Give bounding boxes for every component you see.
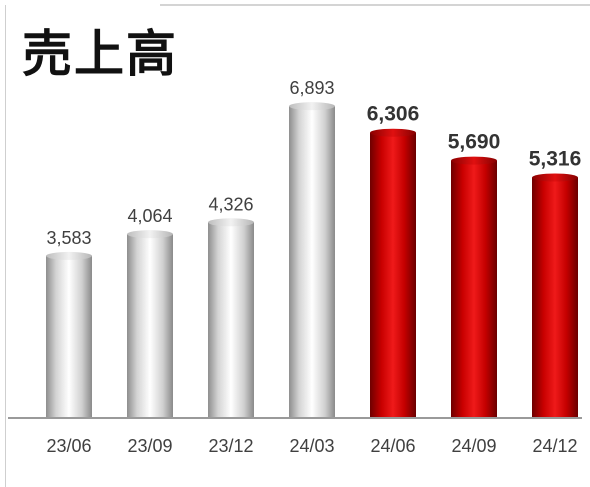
bar-24-09 — [451, 160, 497, 419]
bar-23-06 — [46, 255, 92, 418]
chart-frame — [5, 5, 589, 487]
labels-layer: 3,583 23/06 4,064 23/09 4,326 23/12 6,893 24/03… — [46, 78, 581, 456]
value-label: 5,690 — [448, 131, 501, 154]
bar-23-12 — [208, 222, 254, 418]
value-label: 6,306 — [367, 103, 420, 126]
bar-cap-24-12 — [532, 173, 578, 182]
top-rule — [160, 4, 590, 6]
category-label: 24/09 — [451, 436, 496, 456]
bar-24-03 — [289, 106, 335, 418]
category-label: 23/09 — [127, 436, 172, 456]
bar-cap-23-09 — [127, 230, 173, 239]
bar-cap-24-09 — [451, 156, 497, 165]
category-label: 23/06 — [46, 436, 91, 456]
chart-title: 売上高 — [22, 25, 178, 83]
category-label: 24/06 — [370, 436, 415, 456]
value-label: 4,326 — [208, 194, 253, 214]
category-label: 24/03 — [289, 436, 334, 456]
bar-23-09 — [127, 234, 173, 418]
bar-cap-23-12 — [208, 218, 254, 227]
bar-cap-23-06 — [46, 251, 92, 260]
category-label: 23/12 — [208, 436, 253, 456]
bar-cap-24-03 — [289, 102, 335, 111]
value-label: 5,316 — [529, 147, 582, 170]
value-label: 4,064 — [127, 206, 172, 226]
bars-layer — [46, 102, 578, 419]
bar-24-12 — [532, 177, 578, 418]
category-label: 24/12 — [532, 436, 577, 456]
bar-24-06 — [370, 132, 416, 418]
value-label: 3,583 — [46, 228, 91, 248]
value-label: 6,893 — [289, 78, 334, 98]
bar-cap-24-06 — [370, 128, 416, 137]
